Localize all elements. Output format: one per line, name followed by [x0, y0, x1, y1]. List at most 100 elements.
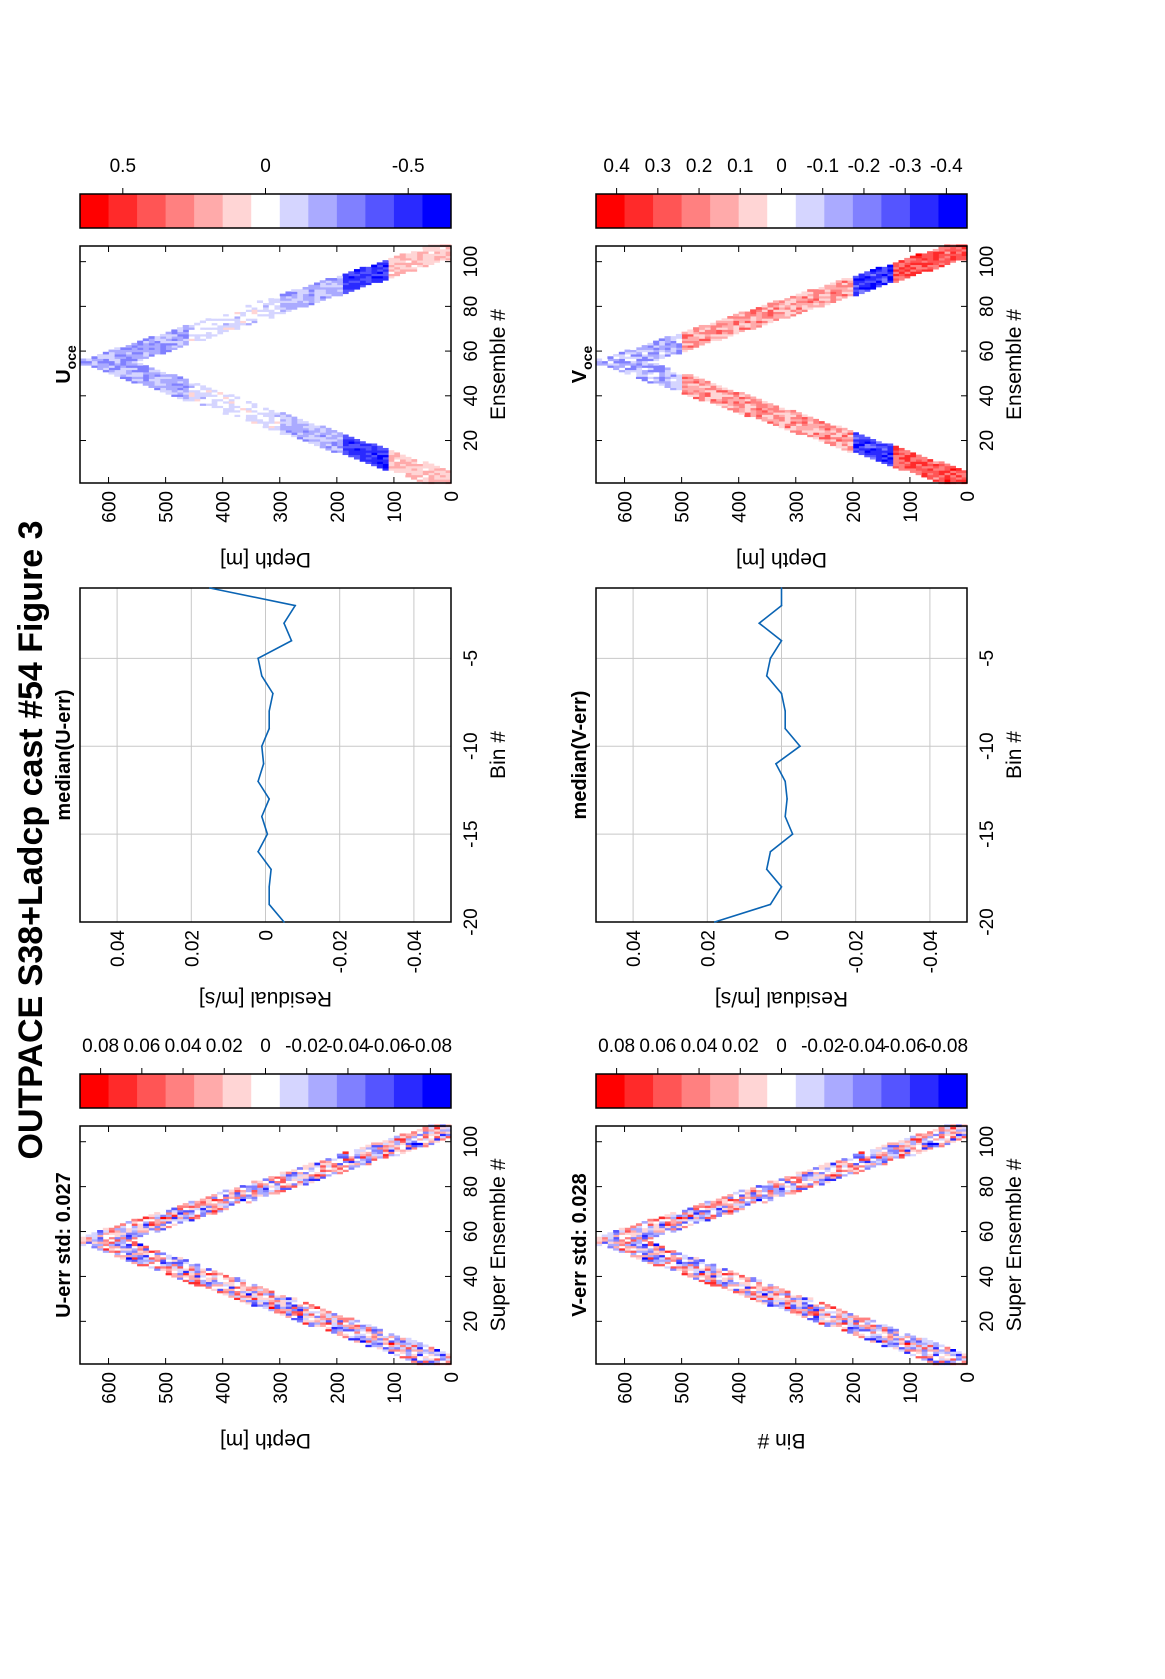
- heatmap-cell: [319, 434, 326, 438]
- heatmap-cell: [371, 463, 378, 467]
- colorbar-step: [824, 1074, 854, 1108]
- heatmap-cell: [228, 311, 235, 315]
- heatmap-cell: [302, 432, 309, 435]
- heatmap-cell: [898, 447, 905, 451]
- heatmap-cell: [353, 1331, 361, 1334]
- heatmap-cell: [399, 1337, 406, 1341]
- heatmap-cell: [85, 1234, 92, 1238]
- x-tick-label: 40: [461, 385, 482, 406]
- heatmap-cell: [388, 450, 395, 453]
- heatmap-cell: [393, 470, 401, 473]
- heatmap-cell: [216, 1209, 224, 1213]
- heatmap-cell: [353, 439, 361, 442]
- heatmap-cell: [359, 1153, 366, 1157]
- heatmap-cell: [194, 1209, 201, 1213]
- heatmap-cell: [359, 1342, 366, 1345]
- heatmap-cell: [399, 1349, 406, 1352]
- heatmap-cell: [97, 1247, 104, 1251]
- heatmap-cell: [154, 1265, 161, 1269]
- heatmap-cell: [256, 1180, 264, 1184]
- heatmap-cell: [188, 380, 195, 384]
- heatmap-cell: [399, 1340, 406, 1343]
- heatmap-cell: [371, 1142, 378, 1146]
- heatmap-cell: [137, 1227, 144, 1231]
- heatmap-cell: [371, 1155, 378, 1159]
- heatmap-cell: [331, 1317, 338, 1321]
- heatmap-cell: [268, 1295, 275, 1298]
- heatmap-cell: [428, 1357, 435, 1361]
- heatmap-cell: [137, 362, 144, 366]
- heatmap-cell: [114, 1225, 121, 1229]
- heatmap-cell: [319, 1160, 326, 1164]
- plot-frame: [79, 587, 452, 923]
- heatmap-cell: [433, 479, 440, 482]
- heatmap-cell: [365, 1153, 372, 1157]
- heatmap-cell: [393, 1353, 401, 1357]
- heatmap-cell: [279, 293, 286, 297]
- heatmap-cell: [148, 1250, 155, 1253]
- heatmap-cell: [342, 1333, 349, 1336]
- series-point: [260, 675, 263, 677]
- heatmap-cell: [279, 1301, 286, 1305]
- heatmap-cell: [194, 1270, 201, 1274]
- heatmap-cell: [348, 445, 355, 449]
- heatmap-cell: [422, 1351, 429, 1354]
- x-tick-label: 20: [461, 1311, 482, 1332]
- heatmap-cell: [228, 1288, 235, 1292]
- y-axis-label: Bin #: [757, 1429, 805, 1452]
- heatmap-cell: [125, 1234, 132, 1238]
- heatmap-cell: [114, 1245, 121, 1249]
- heatmap-cell: [613, 354, 620, 357]
- heatmap-cell: [302, 1317, 309, 1321]
- heatmap-cell: [222, 1198, 229, 1202]
- series-point: [257, 780, 259, 783]
- heatmap-cell: [251, 1180, 258, 1184]
- colorbar-step: [336, 194, 366, 228]
- colorbar-step: [80, 194, 110, 228]
- heatmap-cell: [274, 1308, 281, 1312]
- heatmap-cell: [359, 1340, 366, 1343]
- heatmap-cell: [131, 1261, 138, 1265]
- heatmap-cell: [91, 1243, 98, 1247]
- heatmap-cell: [675, 333, 683, 337]
- heatmap-cell: [194, 1214, 201, 1217]
- colorbar-tick-label: -0.06: [884, 1036, 927, 1057]
- heatmap-cell: [664, 1247, 671, 1251]
- heatmap-cell: [319, 1162, 326, 1166]
- heatmap-cell: [331, 1164, 338, 1168]
- heatmap-cell: [439, 1360, 446, 1363]
- heatmap-cell: [422, 465, 429, 469]
- heatmap-cell: [938, 461, 945, 464]
- heatmap-cell: [211, 1207, 218, 1211]
- heatmap-cell: [405, 1140, 412, 1143]
- heatmap-cell: [852, 1315, 859, 1318]
- heatmap-cell: [188, 1261, 195, 1265]
- heatmap-cell: [433, 1135, 440, 1139]
- heatmap-cell: [256, 1299, 264, 1303]
- heatmap-cell: [750, 1187, 757, 1190]
- heatmap-cell: [216, 1272, 224, 1276]
- heatmap-cell: [251, 1189, 258, 1193]
- heatmap-cell: [177, 1216, 184, 1220]
- heatmap-cell: [285, 1308, 292, 1312]
- y-tick-label: 100: [901, 491, 922, 523]
- heatmap-cell: [790, 295, 797, 299]
- heatmap-cell: [875, 1322, 882, 1325]
- heatmap-cell: [331, 450, 338, 453]
- heatmap-cell: [331, 445, 338, 449]
- heatmap-cell: [353, 269, 361, 272]
- heatmap-cell: [784, 409, 791, 413]
- heatmap-cell: [704, 380, 711, 384]
- heatmap-cell: [630, 1225, 637, 1229]
- colorbar-step: [393, 194, 423, 228]
- heatmap-cell: [285, 1315, 292, 1318]
- heatmap-cell: [767, 302, 774, 306]
- heatmap-cell: [376, 445, 383, 449]
- heatmap-cell: [199, 1277, 206, 1280]
- heatmap-cell: [177, 1265, 184, 1269]
- y-axis-label: Depth [m]: [220, 1429, 311, 1452]
- heatmap-cell: [159, 1223, 167, 1226]
- heatmap-cell: [778, 1288, 785, 1292]
- heatmap-cell: [251, 302, 258, 306]
